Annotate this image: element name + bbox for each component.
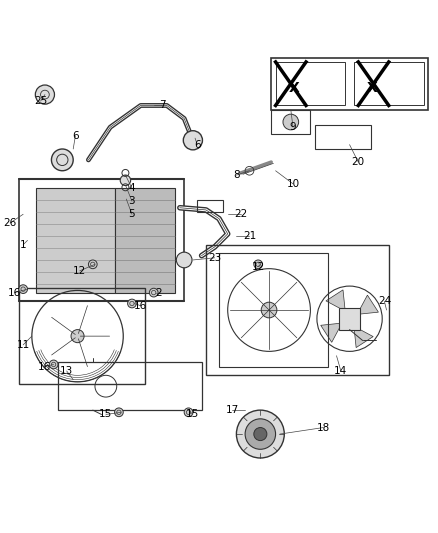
Bar: [58, 362, 201, 410]
Text: X: X: [289, 82, 300, 95]
Text: 11: 11: [17, 340, 30, 350]
Text: 6: 6: [72, 131, 79, 141]
Bar: [206, 245, 389, 375]
Circle shape: [120, 175, 131, 185]
Circle shape: [343, 312, 356, 325]
Circle shape: [88, 260, 97, 269]
Text: 13: 13: [60, 366, 73, 376]
Circle shape: [71, 329, 84, 343]
Text: 24: 24: [378, 296, 391, 306]
Circle shape: [35, 85, 54, 104]
Text: 9: 9: [290, 122, 296, 132]
Circle shape: [254, 427, 267, 441]
Circle shape: [237, 410, 284, 458]
Text: 6: 6: [194, 140, 201, 150]
Bar: [339, 308, 360, 329]
Text: 1: 1: [20, 240, 26, 250]
Circle shape: [261, 302, 277, 318]
Circle shape: [149, 288, 158, 297]
Circle shape: [184, 131, 202, 150]
Text: 15: 15: [186, 409, 200, 419]
Text: 16: 16: [8, 288, 21, 297]
Circle shape: [19, 285, 28, 294]
Bar: [271, 110, 311, 134]
Text: 22: 22: [234, 209, 247, 219]
Text: 23: 23: [208, 253, 221, 263]
Circle shape: [254, 260, 262, 269]
Circle shape: [245, 419, 276, 449]
Circle shape: [177, 252, 192, 268]
Text: 16: 16: [134, 301, 147, 311]
Text: 5: 5: [129, 209, 135, 219]
Polygon shape: [326, 290, 345, 311]
Bar: [36, 188, 115, 293]
Circle shape: [283, 114, 299, 130]
Polygon shape: [357, 295, 378, 314]
Text: 15: 15: [99, 409, 113, 419]
Text: 7: 7: [159, 100, 166, 110]
Bar: [219, 254, 328, 367]
Polygon shape: [354, 326, 373, 348]
Circle shape: [49, 360, 58, 369]
Text: 14: 14: [334, 366, 347, 376]
Text: 8: 8: [233, 170, 240, 180]
Bar: [354, 62, 424, 106]
Text: 3: 3: [129, 196, 135, 206]
Text: X: X: [367, 82, 378, 95]
Polygon shape: [321, 323, 342, 342]
Text: 2: 2: [155, 288, 161, 297]
Circle shape: [184, 408, 193, 417]
Circle shape: [51, 149, 73, 171]
Text: 17: 17: [226, 405, 239, 415]
Bar: [271, 58, 428, 110]
Circle shape: [127, 299, 136, 308]
Text: 4: 4: [129, 183, 135, 193]
Text: 21: 21: [243, 231, 256, 241]
Bar: [197, 200, 223, 212]
Text: 16: 16: [38, 361, 52, 372]
Bar: [115, 188, 176, 293]
Text: 20: 20: [352, 157, 365, 167]
Text: 26: 26: [4, 218, 17, 228]
Text: 12: 12: [73, 266, 86, 276]
Circle shape: [115, 408, 123, 417]
Bar: [315, 125, 371, 149]
Bar: [19, 180, 184, 301]
Text: 18: 18: [317, 423, 330, 433]
Text: 25: 25: [34, 96, 47, 106]
Bar: [19, 288, 145, 384]
Text: 10: 10: [286, 179, 300, 189]
Text: 12: 12: [251, 262, 265, 271]
Bar: [276, 62, 345, 106]
